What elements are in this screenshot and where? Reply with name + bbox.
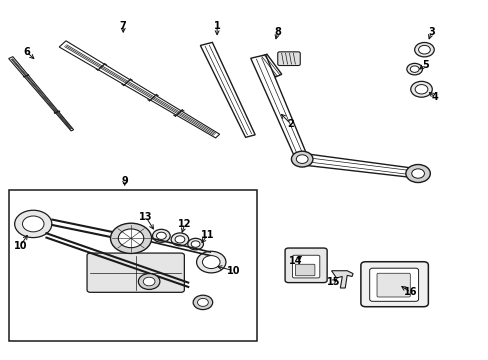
Text: 2: 2 xyxy=(287,119,294,129)
Circle shape xyxy=(191,241,200,247)
FancyBboxPatch shape xyxy=(376,273,409,297)
Text: 4: 4 xyxy=(431,92,438,102)
Circle shape xyxy=(197,298,208,306)
Circle shape xyxy=(187,238,203,250)
Text: 12: 12 xyxy=(178,219,191,229)
Polygon shape xyxy=(9,57,74,131)
Text: 10: 10 xyxy=(226,266,240,276)
Circle shape xyxy=(406,63,422,75)
Text: 6: 6 xyxy=(23,47,30,57)
Polygon shape xyxy=(331,271,352,288)
Circle shape xyxy=(138,274,160,289)
Circle shape xyxy=(110,223,151,253)
Circle shape xyxy=(410,81,431,97)
Text: 7: 7 xyxy=(120,21,126,31)
FancyBboxPatch shape xyxy=(292,255,319,278)
Text: 16: 16 xyxy=(403,287,417,297)
Circle shape xyxy=(202,256,220,269)
Circle shape xyxy=(156,232,166,239)
Circle shape xyxy=(291,151,312,167)
Text: 3: 3 xyxy=(427,27,434,37)
Bar xyxy=(9,190,257,341)
Text: 10: 10 xyxy=(14,240,27,251)
Polygon shape xyxy=(250,55,307,161)
Circle shape xyxy=(175,236,184,243)
Text: 9: 9 xyxy=(121,176,128,186)
Circle shape xyxy=(418,45,429,54)
FancyBboxPatch shape xyxy=(295,264,314,276)
Text: 5: 5 xyxy=(421,60,428,70)
Circle shape xyxy=(118,229,143,248)
FancyBboxPatch shape xyxy=(277,52,300,66)
FancyBboxPatch shape xyxy=(360,262,427,307)
Circle shape xyxy=(22,216,44,232)
Circle shape xyxy=(152,229,170,242)
Circle shape xyxy=(411,169,424,178)
Circle shape xyxy=(414,42,433,57)
Text: 15: 15 xyxy=(326,276,340,287)
Circle shape xyxy=(296,155,307,163)
Circle shape xyxy=(15,210,52,238)
Polygon shape xyxy=(259,54,281,77)
Circle shape xyxy=(409,66,418,72)
Polygon shape xyxy=(59,41,219,138)
Text: 14: 14 xyxy=(288,256,302,266)
Text: 1: 1 xyxy=(213,21,220,31)
Circle shape xyxy=(171,233,188,246)
Circle shape xyxy=(143,277,155,286)
Text: 13: 13 xyxy=(139,212,152,222)
FancyBboxPatch shape xyxy=(87,253,184,292)
FancyBboxPatch shape xyxy=(285,248,326,283)
Circle shape xyxy=(405,165,429,183)
Text: 8: 8 xyxy=(274,27,281,37)
Text: 11: 11 xyxy=(201,230,214,240)
Circle shape xyxy=(414,85,427,94)
Circle shape xyxy=(193,295,212,310)
Circle shape xyxy=(196,251,225,273)
FancyBboxPatch shape xyxy=(369,268,418,301)
Polygon shape xyxy=(300,153,418,178)
Polygon shape xyxy=(200,42,255,137)
